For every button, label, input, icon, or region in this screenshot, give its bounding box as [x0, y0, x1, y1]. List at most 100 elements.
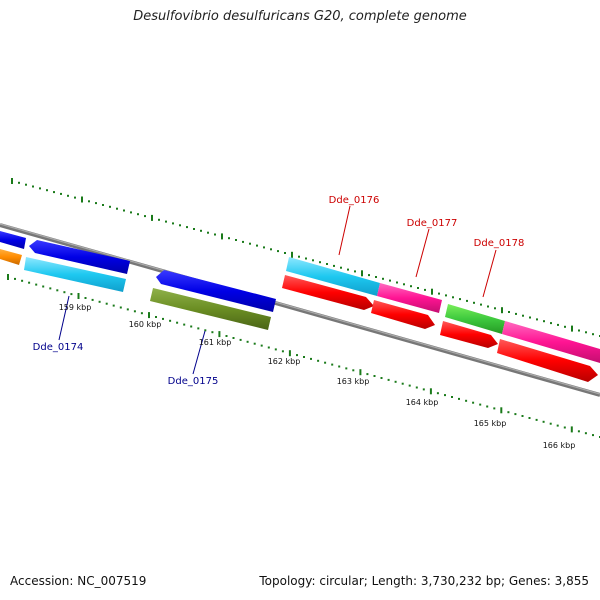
minor-tick [333, 264, 335, 267]
backbone [0, 223, 600, 397]
gene-red-3[interactable] [440, 321, 498, 348]
major-tick [291, 251, 293, 258]
gene-orange[interactable] [0, 249, 22, 265]
minor-tick [284, 252, 286, 254]
minor-tick [74, 196, 76, 199]
minor-tick [162, 317, 164, 320]
genome-stats-text: Topology: circular; Length: 3,730,232 bp… [259, 574, 589, 588]
major-tick [500, 407, 503, 414]
minor-tick [324, 361, 327, 364]
minor-tick [119, 306, 122, 309]
label-dde-0178-text: Dde_0178 [474, 238, 525, 249]
minor-tick [176, 321, 179, 324]
minor-tick [514, 413, 517, 416]
minor-tick [158, 218, 160, 221]
gene-dde-0178-green[interactable] [445, 304, 505, 334]
minor-tick [56, 289, 59, 292]
major-tick [81, 196, 83, 203]
minor-tick [326, 263, 328, 265]
minor-tick [345, 367, 348, 370]
minor-tick [109, 205, 111, 208]
minor-tick [592, 434, 594, 437]
minor-tick [246, 340, 249, 343]
label-dde-0176: Dde_0176 [329, 195, 380, 256]
minor-tick [479, 403, 482, 406]
minor-tick [417, 287, 419, 289]
minor-tick [403, 283, 405, 286]
ruler-label-160: 160 kbp [129, 320, 162, 329]
ruler-label-162: 162 kbp [268, 357, 301, 366]
minor-tick [452, 296, 454, 299]
label-dde-0176-text: Dde_0176 [329, 195, 380, 206]
minor-tick [228, 237, 230, 240]
minor-tick [179, 224, 181, 227]
minor-tick [438, 292, 440, 295]
minor-tick [263, 246, 265, 249]
minor-tick [207, 231, 209, 234]
minor-tick [473, 301, 475, 304]
minor-tick [211, 331, 214, 334]
ruler-label-161: 161 kbp [199, 338, 232, 347]
minor-tick [21, 279, 24, 282]
minor-tick [459, 298, 461, 301]
minor-tick [508, 311, 510, 313]
gene-red-2[interactable] [371, 300, 435, 329]
minor-tick [296, 354, 298, 357]
gene-pink-2[interactable] [502, 321, 600, 363]
gene-dde-0175-blue[interactable] [156, 270, 276, 312]
gene-blue-left-edge[interactable] [0, 231, 26, 249]
minor-tick [424, 288, 426, 291]
minor-tick [507, 411, 510, 414]
minor-tick [112, 304, 115, 307]
gene-dde-0174-cyan[interactable] [24, 257, 126, 292]
minor-tick [116, 207, 118, 210]
minor-tick [354, 270, 356, 273]
minor-tick [235, 239, 237, 241]
minor-tick [28, 281, 31, 284]
minor-tick [277, 250, 279, 253]
ruler-labels: 159 kbp 160 kbp 161 kbp 162 kbp 163 kbp … [59, 303, 576, 450]
gene-dde-0174-blue[interactable] [29, 240, 130, 274]
major-tick [288, 350, 291, 357]
minor-tick [239, 338, 242, 341]
minor-tick [32, 185, 34, 188]
gene-dde-0175-olive[interactable] [150, 288, 271, 330]
gene-dde-0177-pink[interactable] [377, 283, 442, 313]
minor-tick [310, 357, 312, 360]
minor-tick [472, 401, 475, 404]
minor-tick [494, 307, 496, 310]
minor-tick [415, 386, 418, 389]
major-tick [7, 274, 9, 280]
minor-tick [394, 380, 397, 383]
minor-tick [592, 333, 594, 336]
gene-dde-0176-cyan[interactable] [286, 257, 380, 296]
minor-tick [312, 259, 314, 262]
minor-tick [536, 318, 538, 321]
label-dde-0175-text: Dde_0175 [168, 376, 219, 387]
minor-tick [165, 220, 167, 223]
gene-red-1[interactable] [282, 275, 374, 310]
minor-tick [410, 285, 412, 288]
major-tick [221, 233, 223, 240]
minor-tick [18, 181, 20, 184]
gene-red-4[interactable] [497, 339, 598, 382]
minor-tick [436, 392, 439, 395]
minor-tick [556, 424, 559, 427]
minor-tick [542, 420, 545, 423]
minor-tick [197, 327, 200, 330]
minor-tick [214, 233, 216, 236]
minor-tick [35, 283, 38, 286]
minor-tick [232, 337, 235, 339]
minor-tick [133, 310, 136, 313]
major-tick [77, 293, 80, 299]
minor-tick [95, 202, 97, 205]
minor-tick [466, 299, 468, 302]
minor-tick [465, 399, 468, 402]
minor-tick [563, 426, 566, 429]
minor-tick [140, 312, 143, 315]
minor-tick [169, 319, 172, 322]
minor-tick [84, 297, 87, 299]
minor-tick [401, 382, 404, 385]
minor-tick [380, 377, 383, 379]
major-tick [361, 270, 363, 277]
